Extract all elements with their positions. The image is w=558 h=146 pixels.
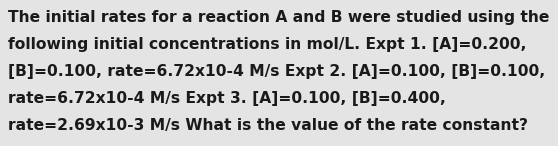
Text: following initial concentrations in mol/L. Expt 1. [A]=0.200,: following initial concentrations in mol/…: [8, 37, 527, 52]
Text: The initial rates for a reaction A and B were studied using the: The initial rates for a reaction A and B…: [8, 10, 550, 25]
Text: [B]=0.100, rate=6.72x10-4 M/s Expt 2. [A]=0.100, [B]=0.100,: [B]=0.100, rate=6.72x10-4 M/s Expt 2. [A…: [8, 64, 546, 79]
Text: rate=6.72x10-4 M/s Expt 3. [A]=0.100, [B]=0.400,: rate=6.72x10-4 M/s Expt 3. [A]=0.100, [B…: [8, 91, 446, 106]
Text: rate=2.69x10-3 M/s What is the value of the rate constant?: rate=2.69x10-3 M/s What is the value of …: [8, 118, 528, 133]
